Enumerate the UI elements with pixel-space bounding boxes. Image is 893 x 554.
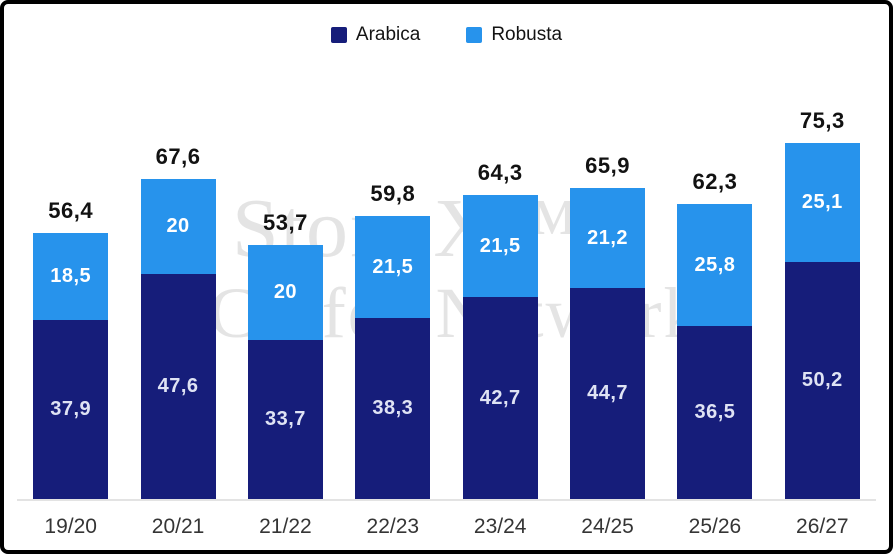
stacked-bar: 18,5 37,9 xyxy=(33,233,109,499)
total-value-label: 56,4 xyxy=(48,198,94,223)
arabica-segment: 38,3 xyxy=(355,318,431,499)
tick-label-24-25: 24/25 xyxy=(581,515,634,538)
arabica-segment: 42,7 xyxy=(462,297,538,499)
tick-label-20-21: 20/21 xyxy=(151,515,205,538)
bar-column-19-20: 56,4 18,5 37,9 xyxy=(17,198,124,499)
bar-column-26-27: 75,3 25,1 50,2 xyxy=(769,108,876,499)
bar-column-20-21: 67,6 20 47,6 xyxy=(124,144,231,499)
legend-label-arabica: Arabica xyxy=(355,24,421,45)
total-value-label: 75,3 xyxy=(799,108,845,133)
arabica-segment: 37,9 xyxy=(33,320,109,499)
tick-label-21-22: 21/22 xyxy=(259,515,312,538)
stacked-bar: 21,5 42,7 xyxy=(462,195,538,499)
total-value-label: 62,3 xyxy=(692,169,738,194)
total-value-label: 59,8 xyxy=(370,181,416,206)
plot-area: 56,4 18,5 37,9 67,6 20 47,6 53,7 20 33,7 59,8 21,5… xyxy=(17,108,876,499)
total-value-label: 53,7 xyxy=(263,210,308,235)
tick-label-26-27: 26/27 xyxy=(796,515,849,538)
stacked-bar: 20 33,7 xyxy=(247,245,323,499)
arabica-segment: 33,7 xyxy=(247,340,323,499)
stacked-bar: 21,5 38,3 xyxy=(355,216,431,499)
bar-column-22-23: 59,8 21,5 38,3 xyxy=(339,181,446,499)
stacked-bar: 25,8 36,5 xyxy=(677,204,753,499)
bar-column-23-24: 64,3 21,5 42,7 xyxy=(447,160,554,499)
tick-label-25-26: 25/26 xyxy=(688,515,742,538)
tick-label-23-24: 23/24 xyxy=(473,515,527,538)
legend-item-robusta: Robusta xyxy=(466,24,562,46)
stacked-bar: 21,2 44,7 xyxy=(570,188,646,499)
x-axis-line xyxy=(17,499,876,501)
stacked-bar: 25,1 50,2 xyxy=(784,143,860,499)
total-value-label: 64,3 xyxy=(477,160,523,185)
robusta-segment: 18,5 xyxy=(33,233,109,320)
legend-label-robusta: Robusta xyxy=(491,24,563,45)
bar-column-24-25: 65,9 21,2 44,7 xyxy=(554,153,661,499)
arabica-swatch-icon xyxy=(330,27,347,43)
robusta-segment: 20 xyxy=(247,245,323,340)
robusta-swatch-icon xyxy=(466,27,483,43)
robusta-segment: 21,2 xyxy=(570,188,646,288)
tick-label-19-20: 19/20 xyxy=(44,515,97,538)
arabica-segment: 36,5 xyxy=(677,326,753,499)
robusta-segment: 25,8 xyxy=(677,204,753,326)
x-axis-tick-labels: 19/20 20/21 21/22 22/23 23/24 24/25 25/26 26/27 xyxy=(17,515,876,539)
legend-item-arabica: Arabica xyxy=(330,24,421,46)
arabica-segment: 50,2 xyxy=(784,262,860,499)
total-value-label: 65,9 xyxy=(585,153,630,178)
bar-column-21-22: 53,7 20 33,7 xyxy=(232,210,339,499)
stacked-bar: 20 47,6 xyxy=(140,179,216,499)
robusta-segment: 21,5 xyxy=(462,195,538,297)
legend: Arabica Robusta xyxy=(4,24,889,46)
total-value-label: 67,6 xyxy=(155,144,201,169)
arabica-segment: 47,6 xyxy=(140,274,216,499)
tick-label-22-23: 22/23 xyxy=(366,515,420,538)
arabica-segment: 44,7 xyxy=(570,288,646,499)
robusta-segment: 21,5 xyxy=(355,216,431,318)
bar-column-25-26: 62,3 25,8 36,5 xyxy=(661,169,768,499)
robusta-segment: 20 xyxy=(140,179,216,274)
robusta-segment: 25,1 xyxy=(784,143,860,262)
